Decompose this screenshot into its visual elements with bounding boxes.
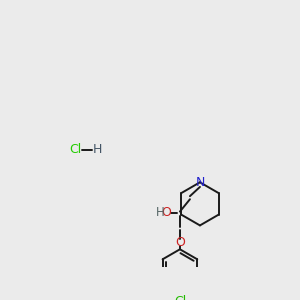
Text: Cl: Cl [69, 143, 81, 157]
Text: O: O [161, 206, 171, 219]
Text: H: H [93, 143, 102, 157]
Text: O: O [175, 236, 185, 249]
Text: H: H [155, 206, 164, 219]
Text: N: N [195, 176, 205, 189]
Text: Cl: Cl [174, 295, 186, 300]
